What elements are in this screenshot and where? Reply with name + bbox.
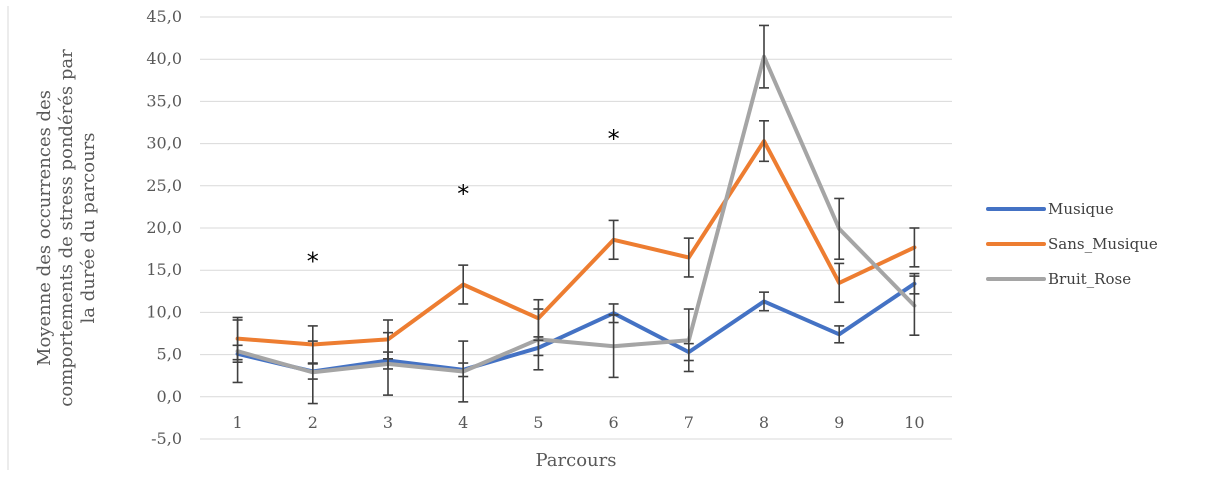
y-tick-label: 25,0 — [146, 176, 182, 195]
significance-star: * — [457, 180, 469, 208]
error-bar — [834, 262, 845, 304]
legend-label: Musique — [1048, 200, 1114, 218]
error-bar — [307, 340, 318, 405]
error-bar — [759, 120, 769, 163]
y-tick-label: 15,0 — [146, 260, 182, 279]
y-tick-labels: -5,0 0,0 5,0 10,0 15,0 20,0 25,0 30,0 35,0 40,0 45… — [146, 7, 182, 448]
significance-star: * — [307, 248, 319, 276]
significance-star: * — [608, 125, 620, 153]
x-tick-label: 8 — [759, 413, 769, 432]
x-tick-label: 1 — [233, 413, 243, 432]
x-tick-label: 6 — [609, 413, 619, 432]
legend-item: Bruit_Rose — [986, 270, 1131, 288]
x-tick-label: 4 — [458, 413, 468, 432]
y-tick-label: 10,0 — [146, 302, 182, 321]
y-tick-label: 5,0 — [157, 345, 182, 364]
error-bar — [232, 319, 243, 384]
y-axis-title-line: comportements de stress pondérés par — [56, 49, 77, 407]
error-bar — [383, 331, 393, 396]
legend-label: Bruit_Rose — [1048, 270, 1131, 288]
x-tick-label: 2 — [308, 413, 318, 432]
error-bar — [759, 24, 769, 89]
error-bar — [834, 197, 845, 261]
error-bars — [232, 24, 920, 405]
error-bar — [759, 291, 769, 312]
legend-label: Sans_Musique — [1048, 235, 1158, 253]
error-bar — [608, 314, 619, 379]
y-axis-title: Moyenne des occurrences des comportements… — [34, 49, 99, 407]
error-bar — [909, 227, 920, 268]
x-axis-title: Parcours — [536, 450, 617, 471]
error-bar — [683, 237, 694, 278]
y-tick-label: -5,0 — [151, 429, 182, 448]
error-bar — [608, 219, 619, 261]
y-tick-label: 45,0 — [146, 7, 182, 26]
y-tick-label: 35,0 — [146, 91, 182, 110]
x-tick-label: 5 — [533, 413, 543, 432]
error-bar — [458, 340, 469, 403]
y-tick-label: 40,0 — [146, 49, 182, 68]
x-tick-label: 7 — [684, 413, 694, 432]
gridlines — [200, 16, 952, 440]
legend: Musique Sans_Musique Bruit_Rose — [986, 200, 1158, 288]
y-axis-title-line: la durée du parcours — [78, 132, 99, 323]
legend-item: Musique — [986, 200, 1114, 218]
y-axis-title-line: Moyenne des occurrences des — [34, 90, 55, 366]
legend-item: Sans_Musique — [986, 235, 1158, 253]
error-bar — [834, 325, 845, 344]
series-line-sans_musique — [235, 139, 917, 347]
x-tick-label: 9 — [834, 413, 844, 432]
series-line-musique — [235, 281, 917, 374]
y-axis-title-group: Moyenne des occurrences des comportements… — [34, 49, 99, 407]
x-tick-labels: 1 2 3 4 5 6 7 8 9 10 — [233, 413, 925, 432]
y-tick-label: 20,0 — [146, 218, 182, 237]
error-bar — [683, 308, 694, 373]
error-bar — [533, 308, 544, 371]
significance-markers: * * * — [307, 125, 620, 275]
x-tick-label: 3 — [383, 413, 393, 432]
series-line-bruit_rose — [235, 54, 917, 375]
y-tick-label: 30,0 — [146, 134, 182, 153]
x-tick-label: 10 — [904, 413, 924, 432]
y-tick-label: 0,0 — [157, 387, 182, 406]
error-bar — [458, 264, 469, 305]
series-lines — [235, 54, 917, 375]
error-bar — [909, 275, 920, 336]
